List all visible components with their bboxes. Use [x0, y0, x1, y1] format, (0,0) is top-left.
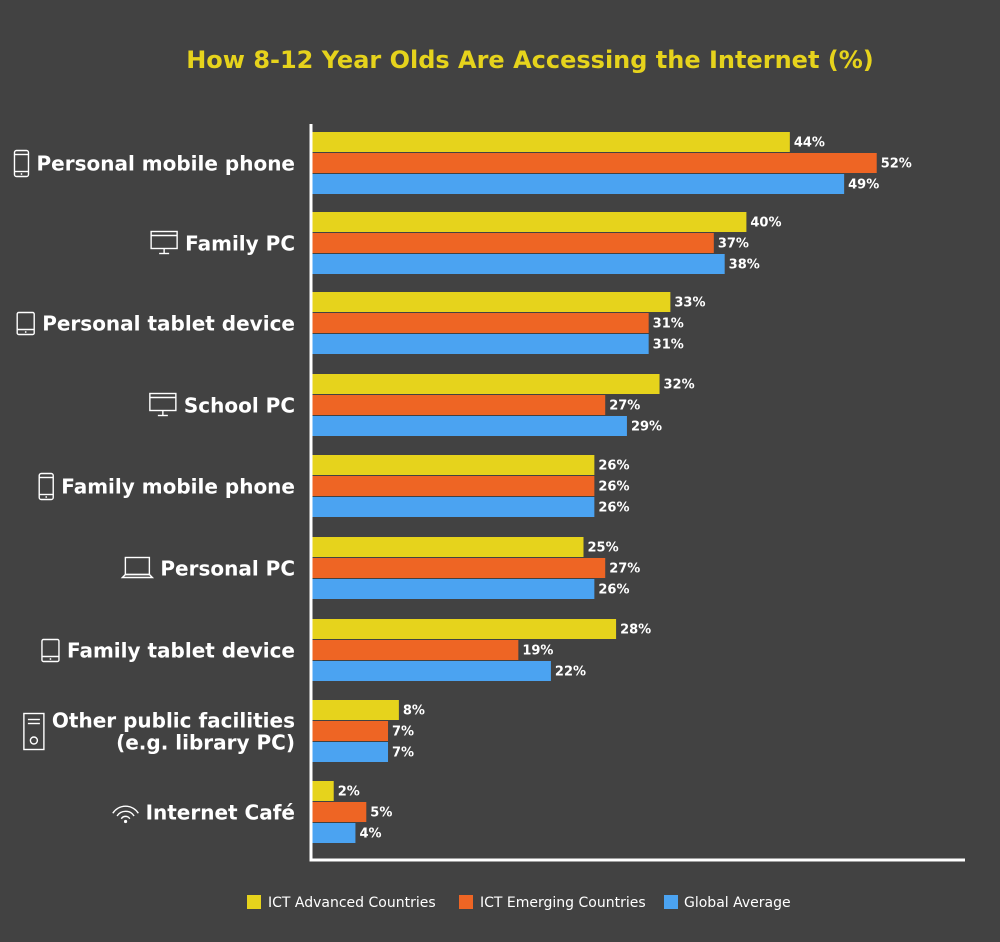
value-label-personal-pc-ict-advanced-countries: 25%: [588, 541, 619, 556]
bar-family-tablet-device-ict-advanced-countries: [312, 619, 617, 639]
bar-personal-pc-ict-advanced-countries: [312, 537, 584, 557]
value-label-family-pc-global-average: 38%: [729, 258, 760, 273]
category-label-personal-tablet-device: Personal tablet device: [42, 312, 295, 336]
legend-swatch-global-average: [664, 895, 678, 909]
value-label-internet-caf-ict-advanced-countries: 2%: [338, 785, 360, 800]
category-label-internet-caf: Internet Café: [146, 801, 295, 825]
value-label-family-tablet-device-global-average: 22%: [555, 665, 586, 680]
bar-personal-tablet-device-global-average: [312, 334, 649, 354]
value-label-school-pc-global-average: 29%: [631, 420, 662, 435]
labels-layer: 44% 52%49% Personal mobile phone 40%37% 38% F…: [36, 136, 911, 842]
category-label-school-pc: School PC: [184, 394, 295, 418]
value-label-personal-tablet-device-ict-advanced-countries: 33%: [674, 296, 705, 311]
value-label-personal-pc-ict-emerging-countries: 27%: [609, 562, 640, 577]
value-label-other-public-facilities-ict-advanced-countries: 8%: [403, 704, 425, 719]
legend-swatch-ict-emerging-countries: [459, 895, 473, 909]
bar-internet-caf-global-average: [312, 823, 356, 843]
bar-other-public-facilities-ict-advanced-countries: [312, 700, 399, 720]
axis-layer: [309, 124, 965, 862]
bar-family-tablet-device-global-average: [312, 661, 551, 681]
laptop-icon: [120, 556, 155, 579]
category-label-family-mobile-phone: Family mobile phone: [61, 475, 295, 499]
category-label-personal-mobile-phone: Personal mobile phone: [36, 152, 295, 176]
bar-personal-pc-global-average: [312, 579, 595, 599]
legend-label-ict-emerging-countries: ICT Emerging Countries: [480, 895, 646, 911]
bar-personal-mobile-phone-ict-advanced-countries: [312, 132, 790, 152]
bar-school-pc-global-average: [312, 416, 627, 436]
value-label-personal-pc-global-average: 26%: [598, 583, 629, 598]
category-label-family-tablet-device: Family tablet device: [67, 639, 295, 663]
bar-internet-caf-ict-emerging-countries: [312, 802, 367, 822]
value-label-personal-mobile-phone-global-average: 49%: [848, 178, 879, 193]
value-label-family-mobile-phone-ict-advanced-countries: 26%: [598, 459, 629, 474]
icons-layer: [13, 149, 178, 824]
bar-school-pc-ict-advanced-countries: [312, 374, 660, 394]
wifi-icon: [112, 805, 139, 824]
bar-family-pc-ict-advanced-countries: [312, 212, 747, 232]
bar-internet-caf-ict-advanced-countries: [312, 781, 334, 801]
value-label-family-tablet-device-ict-advanced-countries: 28%: [620, 623, 651, 638]
category-label-personal-pc: Personal PC: [160, 557, 295, 581]
bar-school-pc-ict-emerging-countries: [312, 395, 606, 415]
value-label-family-pc-ict-emerging-countries: 37%: [718, 237, 749, 252]
value-label-personal-mobile-phone-ict-emerging-countries: 52%: [881, 157, 912, 172]
value-label-other-public-facilities-ict-emerging-countries: 7%: [392, 725, 414, 740]
value-label-family-tablet-device-ict-emerging-countries: 19%: [522, 644, 553, 659]
bar-personal-pc-ict-emerging-countries: [312, 558, 606, 578]
legend-label-global-average: Global Average: [684, 895, 791, 911]
value-label-personal-tablet-device-ict-emerging-countries: 31%: [653, 317, 684, 332]
bar-personal-mobile-phone-global-average: [312, 174, 845, 194]
value-label-internet-caf-ict-emerging-countries: 5%: [370, 806, 392, 821]
bar-family-tablet-device-ict-emerging-countries: [312, 640, 519, 660]
tablet-icon: [16, 311, 35, 336]
value-label-family-mobile-phone-ict-emerging-countries: 26%: [598, 480, 629, 495]
desktop-monitor-icon: [149, 392, 177, 417]
mobile-phone-icon: [13, 149, 30, 178]
bar-family-mobile-phone-global-average: [312, 497, 595, 517]
bar-personal-tablet-device-ict-emerging-countries: [312, 313, 649, 333]
chart-title: How 8-12 Year Olds Are Accessing the Int…: [186, 46, 874, 74]
category-label-other-public-facilities: Other public facilities (e.g. library PC): [52, 709, 295, 755]
value-label-school-pc-ict-emerging-countries: 27%: [609, 399, 640, 414]
tablet-icon: [41, 638, 60, 663]
value-label-personal-tablet-device-global-average: 31%: [653, 338, 684, 353]
bar-personal-mobile-phone-ict-emerging-countries: [312, 153, 877, 173]
bar-family-mobile-phone-ict-emerging-countries: [312, 476, 595, 496]
bar-family-mobile-phone-ict-advanced-countries: [312, 455, 595, 475]
value-label-family-pc-ict-advanced-countries: 40%: [750, 216, 781, 231]
bar-personal-tablet-device-ict-advanced-countries: [312, 292, 671, 312]
bar-other-public-facilities-ict-emerging-countries: [312, 721, 389, 741]
bar-family-pc-ict-emerging-countries: [312, 233, 714, 253]
value-label-internet-caf-global-average: 4%: [359, 827, 381, 842]
bar-other-public-facilities-global-average: [312, 742, 389, 762]
legend: ICT Advanced Countries ICT Emerging Count…: [247, 895, 791, 911]
category-label-family-pc: Family PC: [185, 232, 295, 256]
desktop-monitor-icon: [150, 230, 178, 255]
legend-swatch-ict-advanced-countries: [247, 895, 261, 909]
value-label-school-pc-ict-advanced-countries: 32%: [664, 378, 695, 393]
value-label-family-mobile-phone-global-average: 26%: [598, 501, 629, 516]
bars-layer: [312, 132, 877, 843]
legend-label-ict-advanced-countries: ICT Advanced Countries: [268, 895, 436, 911]
value-label-personal-mobile-phone-ict-advanced-countries: 44%: [794, 136, 825, 151]
mobile-phone-icon: [38, 472, 54, 501]
value-label-other-public-facilities-global-average: 7%: [392, 746, 414, 761]
bar-family-pc-global-average: [312, 254, 725, 274]
pc-tower-icon: [23, 712, 45, 751]
